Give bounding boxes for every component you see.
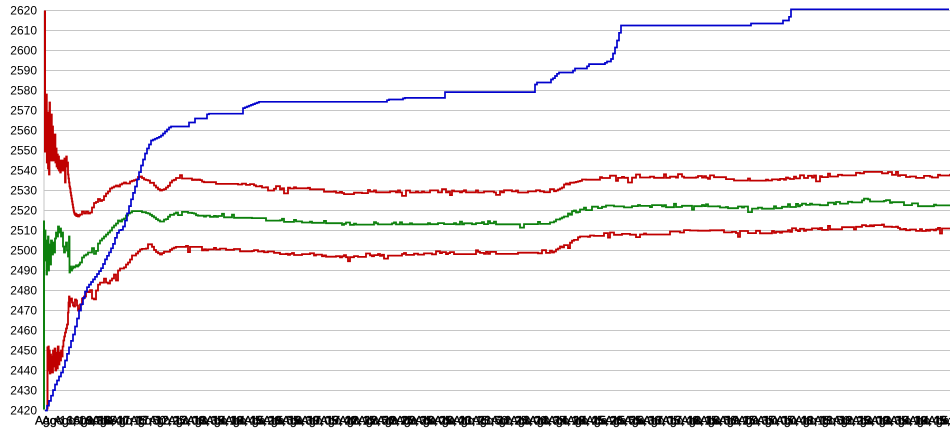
svg-text:Ago 16, 19:25: Ago 16, 19:25 (681, 414, 756, 428)
svg-text:Ago 24, 14:10: Ago 24, 14:10 (510, 414, 585, 428)
svg-text:2520: 2520 (10, 204, 37, 218)
svg-text:Ago 23, 10:40: Ago 23, 10:40 (396, 414, 471, 428)
svg-text:2480: 2480 (10, 284, 37, 298)
svg-text:2540: 2540 (10, 164, 37, 178)
svg-text:Ago 16, 09:35: Ago 16, 09:35 (35, 414, 110, 428)
svg-text:Ago 16, 11:15: Ago 16, 11:15 (73, 414, 147, 428)
svg-text:Ago 22, 19:25: Ago 22, 19:25 (339, 414, 414, 428)
svg-text:Ago 19, 17:05: Ago 19, 17:05 (263, 414, 338, 428)
svg-text:Ago 23, 11:15: Ago 23, 11:15 (415, 414, 489, 428)
svg-text:Ago 25, 16:30: Ago 25, 16:30 (586, 414, 661, 428)
svg-text:Ago 17, 10:40: Ago 17, 10:40 (738, 414, 813, 428)
svg-text:2420: 2420 (10, 404, 37, 418)
svg-text:2570: 2570 (10, 104, 37, 118)
svg-text:Ago 17, 13:00: Ago 17, 13:00 (130, 414, 205, 428)
svg-text:Ago 16, 18:15: Ago 16, 18:15 (643, 414, 718, 428)
svg-text:Ago 19, 14:10: Ago 19, 14:10 (852, 414, 927, 428)
svg-text:Ago 16, 18:50: Ago 16, 18:50 (662, 414, 737, 428)
svg-text:2460: 2460 (10, 324, 37, 338)
svg-text:2440: 2440 (10, 364, 37, 378)
svg-text:Ago 16, 10:05: Ago 16, 10:05 (42, 414, 117, 428)
svg-text:Ago 18, 13:35: Ago 18, 13:35 (833, 414, 908, 428)
svg-text:2430: 2430 (10, 384, 37, 398)
svg-text:2590: 2590 (10, 64, 37, 78)
svg-text:Ago 19, 18:15: Ago 19, 18:15 (301, 414, 376, 428)
svg-text:Ago 17, 13:35: Ago 17, 13:35 (149, 414, 224, 428)
svg-text:Ago 18, 14:10: Ago 18, 14:10 (168, 414, 243, 428)
svg-text:Ago 19, 16:30: Ago 19, 16:30 (244, 414, 319, 428)
svg-text:Ago 17, 11:50: Ago 17, 11:50 (92, 414, 166, 428)
svg-text:2510: 2510 (10, 224, 37, 238)
svg-text:Ago 18, 12:25: Ago 18, 12:25 (795, 414, 870, 428)
svg-text:Ago 18, 11:50: Ago 18, 11:50 (776, 414, 850, 428)
svg-text:2560: 2560 (10, 124, 37, 138)
svg-text:2500: 2500 (10, 244, 37, 258)
svg-text:Ago 18, 14:45: Ago 18, 14:45 (187, 414, 262, 428)
svg-text:2550: 2550 (10, 144, 37, 158)
svg-text:2530: 2530 (10, 184, 37, 198)
svg-text:Ago 22, 18:50: Ago 22, 18:50 (320, 414, 395, 428)
svg-text:2610: 2610 (10, 24, 37, 38)
svg-text:Ago 25, 15:55: Ago 25, 15:55 (567, 414, 642, 428)
svg-text:Ago 17, 11:15: Ago 17, 11:15 (757, 414, 831, 428)
svg-text:Ago 19, 15:55: Ago 19, 15:55 (909, 414, 950, 428)
svg-text:Ago 24, 14:45: Ago 24, 14:45 (529, 414, 604, 428)
svg-text:Ago 25, 15:20: Ago 25, 15:20 (548, 414, 623, 428)
svg-text:Ago 24, 13:00: Ago 24, 13:00 (472, 414, 547, 428)
svg-text:Ago 23, 12:25: Ago 23, 12:25 (453, 414, 528, 428)
svg-text:Ago 22, 16:30: Ago 22, 16:30 (928, 414, 950, 428)
svg-text:Ago 18, 15:20: Ago 18, 15:20 (206, 414, 281, 428)
svg-text:Ago 16, 17:40: Ago 16, 17:40 (624, 414, 699, 428)
svg-text:Ago 25, 17:05: Ago 25, 17:05 (605, 414, 680, 428)
svg-text:Ago 22, 09:35: Ago 22, 09:35 (358, 414, 433, 428)
svg-text:2620: 2620 (10, 4, 37, 18)
svg-text:Ago 16, 10:40: Ago 16, 10:40 (54, 414, 129, 428)
svg-text:Ago 24, 13:35: Ago 24, 13:35 (491, 414, 566, 428)
svg-text:2580: 2580 (10, 84, 37, 98)
svg-text:Ago 23, 11:50: Ago 23, 11:50 (434, 414, 508, 428)
svg-text:Ago 18, 15:55: Ago 18, 15:55 (225, 414, 300, 428)
svg-text:Ago 19, 14:45: Ago 19, 14:45 (871, 414, 946, 428)
svg-text:Ago 19, 17:40: Ago 19, 17:40 (282, 414, 357, 428)
svg-text:2490: 2490 (10, 264, 37, 278)
svg-text:2600: 2600 (10, 44, 37, 58)
svg-text:Ago 17, 09:35: Ago 17, 09:35 (700, 414, 775, 428)
svg-text:Ago 22, 10:05: Ago 22, 10:05 (377, 414, 452, 428)
svg-text:2470: 2470 (10, 304, 37, 318)
svg-text:Ago 19, 15:20: Ago 19, 15:20 (890, 414, 950, 428)
svg-text:Ago 18, 13:00: Ago 18, 13:00 (814, 414, 889, 428)
svg-text:Ago 17, 12:25: Ago 17, 12:25 (111, 414, 186, 428)
svg-text:2450: 2450 (10, 344, 37, 358)
svg-text:Ago 17, 10:05: Ago 17, 10:05 (719, 414, 794, 428)
